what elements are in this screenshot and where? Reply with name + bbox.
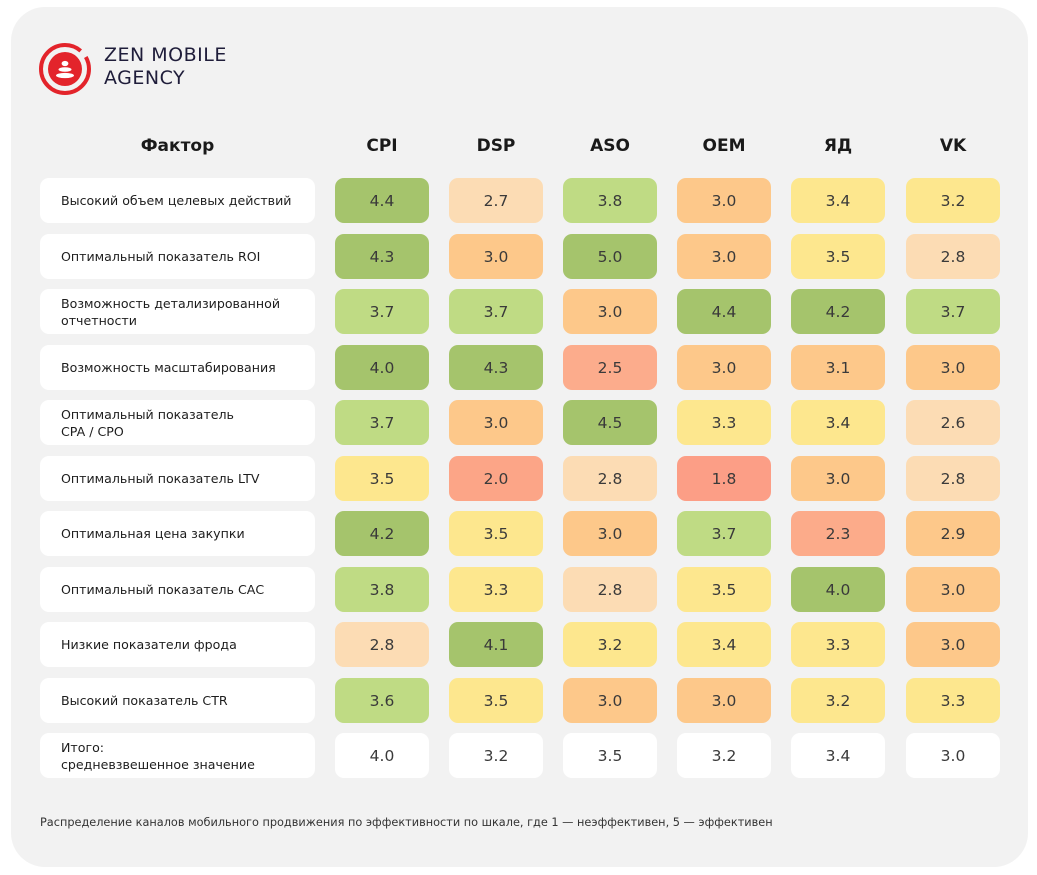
total-value: 3.2 (449, 733, 543, 778)
score-cell: 4.2 (335, 511, 429, 556)
score-cell: 3.0 (677, 345, 771, 390)
score-cell: 2.8 (563, 456, 657, 501)
score-cell: 4.2 (791, 289, 885, 334)
score-cell: 4.4 (335, 178, 429, 223)
score-cell: 3.3 (906, 678, 1000, 723)
score-cell: 3.1 (791, 345, 885, 390)
score-cell: 3.5 (335, 456, 429, 501)
factor-label: Оптимальный показатель CPA / CPO (40, 400, 315, 445)
score-cell: 3.0 (677, 234, 771, 279)
score-cell: 4.3 (335, 234, 429, 279)
score-cell: 3.2 (791, 678, 885, 723)
score-cell: 2.8 (335, 622, 429, 667)
header-channel: ЯД (823, 136, 853, 156)
score-cell: 4.5 (563, 400, 657, 445)
score-cell: 2.0 (449, 456, 543, 501)
total-value: 3.4 (791, 733, 885, 778)
header-channel: OEM (702, 136, 746, 156)
header-channel: DSP (476, 136, 516, 156)
factor-label: Низкие показатели фрода (40, 622, 315, 667)
score-cell: 3.7 (449, 289, 543, 334)
factor-label: Оптимальный показатель ROI (40, 234, 315, 279)
factor-label: Высокий показатель CTR (40, 678, 315, 723)
score-cell: 3.8 (563, 178, 657, 223)
score-cell: 2.6 (906, 400, 1000, 445)
score-cell: 5.0 (563, 234, 657, 279)
score-cell: 3.0 (791, 456, 885, 501)
total-value: 4.0 (335, 733, 429, 778)
score-cell: 2.9 (906, 511, 1000, 556)
score-cell: 4.3 (449, 345, 543, 390)
factor-label: Оптимальный показатель САС (40, 567, 315, 612)
score-cell: 3.8 (335, 567, 429, 612)
total-value: 3.0 (906, 733, 1000, 778)
brand-line-2: AGENCY (104, 67, 186, 89)
score-cell: 2.7 (449, 178, 543, 223)
zen-logo-icon (39, 43, 91, 95)
score-cell: 3.3 (677, 400, 771, 445)
score-cell: 3.7 (335, 400, 429, 445)
score-cell: 3.4 (791, 178, 885, 223)
factor-label: Возможность масштабирования (40, 345, 315, 390)
header-channel: VK (939, 136, 967, 156)
score-cell: 1.8 (677, 456, 771, 501)
score-cell: 4.1 (449, 622, 543, 667)
score-cell: 2.8 (563, 567, 657, 612)
header-channel: ASO (590, 136, 630, 156)
score-cell: 3.4 (677, 622, 771, 667)
score-cell: 3.0 (563, 678, 657, 723)
score-cell: 3.0 (906, 345, 1000, 390)
score-cell: 3.7 (677, 511, 771, 556)
factor-label: Возможность детализированной отчетности (40, 289, 315, 334)
score-cell: 3.0 (563, 289, 657, 334)
score-cell: 4.0 (791, 567, 885, 612)
score-cell: 3.0 (906, 567, 1000, 612)
score-cell: 3.4 (791, 400, 885, 445)
score-cell: 3.2 (906, 178, 1000, 223)
brand-name: ZEN MOBILE AGENCY (104, 44, 304, 90)
score-cell: 3.6 (335, 678, 429, 723)
header-factor: Фактор (140, 136, 215, 156)
factor-label: Оптимальная цена закупки (40, 511, 315, 556)
score-cell: 3.5 (677, 567, 771, 612)
factor-label: Оптимальный показатель LTV (40, 456, 315, 501)
score-cell: 3.5 (449, 678, 543, 723)
score-cell: 3.0 (563, 511, 657, 556)
score-cell: 3.0 (677, 178, 771, 223)
total-value: 3.5 (563, 733, 657, 778)
score-cell: 3.0 (906, 622, 1000, 667)
score-cell: 3.7 (335, 289, 429, 334)
brand-line-1: ZEN MOBILE (104, 44, 227, 66)
score-cell: 2.8 (906, 456, 1000, 501)
score-cell: 3.0 (449, 400, 543, 445)
factor-label: Высокий объем целевых действий (40, 178, 315, 223)
score-cell: 3.3 (449, 567, 543, 612)
score-cell: 2.5 (563, 345, 657, 390)
score-cell: 3.5 (449, 511, 543, 556)
total-value: 3.2 (677, 733, 771, 778)
caption: Распределение каналов мобильного продвиж… (40, 816, 773, 829)
score-cell: 4.4 (677, 289, 771, 334)
score-cell: 3.5 (791, 234, 885, 279)
score-cell: 3.3 (791, 622, 885, 667)
score-cell: 3.0 (449, 234, 543, 279)
total-label: Итого: средневзвешенное значение (40, 733, 315, 778)
score-cell: 4.0 (335, 345, 429, 390)
header-channel: CPI (366, 136, 398, 156)
score-cell: 2.8 (906, 234, 1000, 279)
score-cell: 3.2 (563, 622, 657, 667)
score-cell: 3.0 (677, 678, 771, 723)
score-cell: 3.7 (906, 289, 1000, 334)
score-cell: 2.3 (791, 511, 885, 556)
